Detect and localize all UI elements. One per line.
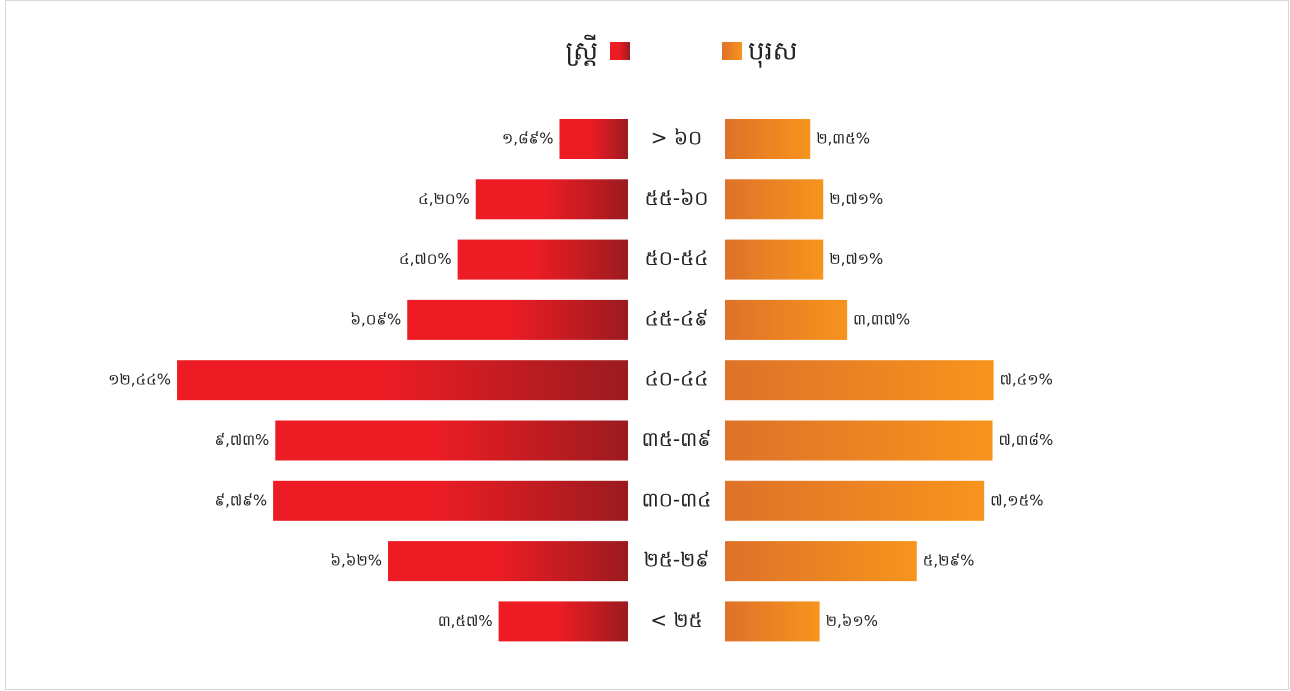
bar: [725, 360, 994, 401]
bar: [407, 299, 628, 340]
value-label: ៤,២០%: [418, 190, 470, 208]
category-label: ៣០-៣៤: [642, 487, 712, 511]
category-label: ៥០-៥៤: [645, 246, 709, 270]
bar: [273, 480, 628, 521]
value-label: ៤,៧០%: [399, 250, 452, 268]
value-label: ១,៨៩%: [502, 130, 554, 148]
value-label: ៣,៥៧%: [438, 612, 493, 630]
legend-swatch: [722, 42, 742, 60]
value-label: ១២,៤៤%: [108, 371, 171, 389]
bar: [725, 239, 824, 280]
value-label: ៥,២៩%: [923, 552, 975, 570]
legend-label: ស្ត្រី: [566, 35, 599, 67]
category-label: > ៦០: [651, 126, 702, 150]
category-label: ៣៥-៣៩: [642, 427, 712, 451]
bar: [498, 601, 628, 642]
bar: [725, 179, 824, 220]
card: [5, 0, 1289, 690]
value-label: ៦,០៩%: [350, 310, 401, 328]
value-label: ៧,៣៨%: [999, 431, 1054, 449]
bar: [725, 541, 917, 582]
value-label: ៦,៦២%: [330, 552, 382, 570]
category-label: ២៥-២៩: [644, 548, 710, 572]
category-label: < ២៥: [650, 608, 702, 632]
bar: [388, 541, 628, 582]
bar: [559, 119, 628, 159]
value-label: ៧,៤១%: [1000, 371, 1053, 389]
value-label: ៣,៣៧%: [853, 310, 910, 328]
bar: [475, 179, 628, 220]
value-label: ៩,៧៣%: [215, 431, 270, 449]
category-label: ៤០-៤៤: [645, 367, 709, 391]
category-label: ៤៥-៤៩: [645, 306, 709, 330]
bar: [725, 119, 811, 159]
bar: [177, 360, 629, 401]
bar: [275, 420, 628, 461]
value-label: ២,៣៥%: [816, 130, 870, 148]
bar: [725, 480, 985, 521]
value-label: ២,៧១%: [829, 190, 883, 208]
category-label: ៥៥-៦០: [645, 186, 709, 210]
value-label: ២,៧១%: [829, 250, 883, 268]
bar: [725, 420, 993, 461]
bar: [725, 601, 820, 642]
legend-label: បុរស: [748, 37, 798, 69]
bar: [457, 239, 628, 280]
bar: [725, 299, 848, 340]
value-label: ៧,១៥%: [990, 491, 1043, 509]
legend-swatch: [610, 42, 630, 60]
value-label: ២,៦១%: [826, 612, 878, 630]
value-label: ៩,៧៩%: [215, 491, 268, 509]
